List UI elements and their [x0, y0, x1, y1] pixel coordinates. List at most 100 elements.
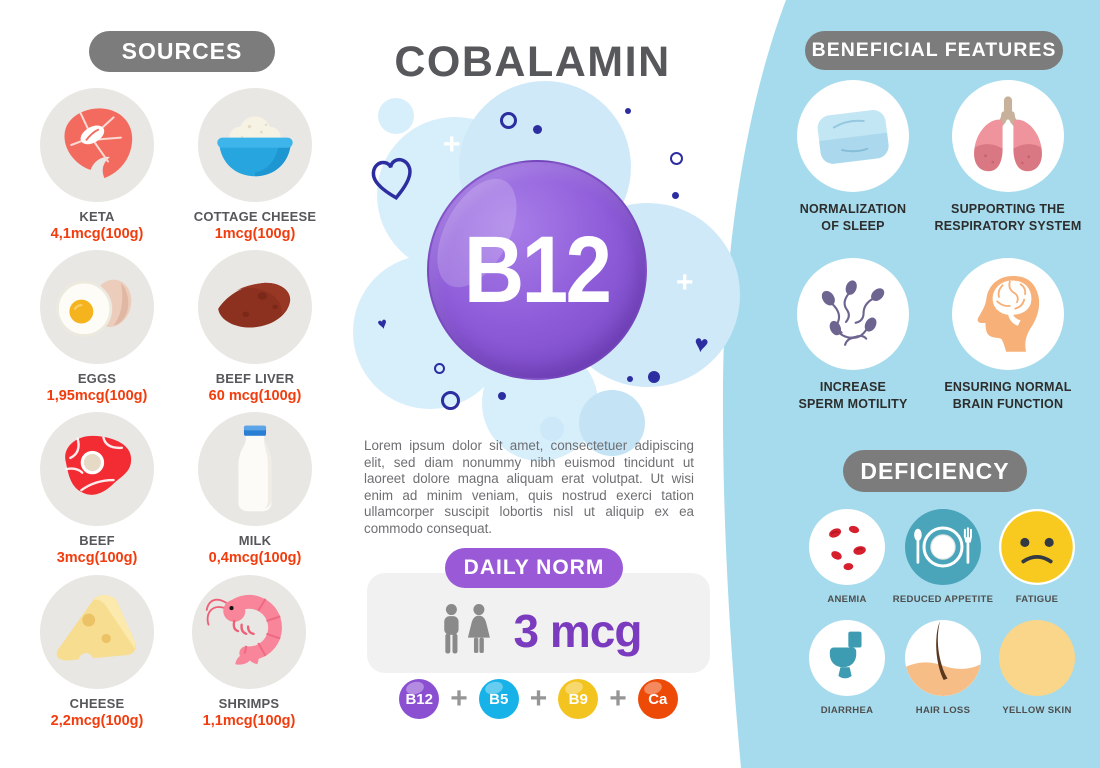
plus-separator: +: [450, 682, 468, 715]
deficiency-header: DEFICIENCY: [843, 450, 1027, 492]
food-value: 60 mcg(100g): [208, 388, 302, 404]
feature-circle: [797, 258, 909, 370]
feature-label: ENSURING NORMAL BRAIN FUNCTION: [944, 380, 1072, 411]
feature-brain-function: ENSURING NORMAL BRAIN FUNCTION: [928, 258, 1088, 412]
deficiency-label: YELLOW SKIN: [1002, 705, 1072, 716]
food-value: 1,95mcg(100g): [46, 388, 148, 404]
vitamin-bubble-scene: + + ♥ ♥ B12: [350, 81, 740, 461]
yellow-skin-circle-icon: [999, 620, 1075, 696]
daily-norm-header: DAILY NORM: [445, 548, 623, 588]
food-circle: [40, 575, 154, 689]
badge-ca: Ca: [637, 679, 678, 719]
feature-circle: [952, 258, 1064, 370]
food-name: COTTAGE CHEESE: [193, 209, 317, 224]
food-name: KETA: [79, 209, 115, 224]
sources-header: SOURCES: [89, 31, 275, 72]
salmon-steak-icon: [64, 108, 133, 179]
decor-dot: [625, 108, 631, 114]
decor-bubble: [540, 417, 564, 441]
deficiency-circle: [905, 620, 981, 696]
page-title: COBALAMIN: [394, 38, 671, 86]
food-circle: [40, 250, 154, 364]
heart-outline-icon: [371, 157, 412, 200]
badge-b5: B5: [478, 679, 519, 719]
food-circle: [192, 575, 306, 689]
feature-label: INCREASE SPERM MOTILITY: [798, 380, 908, 411]
vitamin-combination-row: B12 + B5 + B9 + Ca: [367, 679, 710, 719]
toilet-icon: [829, 631, 862, 679]
source-item-beef-liver: BEEF LIVER 60 mcg(100g): [175, 250, 335, 404]
plus-separator: +: [609, 682, 627, 715]
deficiency-item-fatigue: FATIGUE: [982, 509, 1092, 605]
feature-sleep: NORMALIZATION OF SLEEP: [773, 80, 933, 234]
beef-liver-icon: [218, 282, 291, 328]
food-value: 1mcg(100g): [214, 226, 296, 242]
blood-cells-icon: [829, 525, 866, 571]
food-circle: [40, 412, 154, 526]
plate-cutlery-icon: [914, 526, 972, 568]
food-value: 3mcg(100g): [56, 550, 138, 566]
plus-separator: +: [529, 682, 548, 715]
man-woman-icon: [443, 604, 490, 654]
decor-plus: +: [443, 128, 461, 161]
source-item-eggs: EGGS 1,95mcg(100g): [17, 250, 177, 404]
deficiency-circle: [809, 509, 885, 585]
pillow-icon: [817, 110, 889, 164]
food-name: BEEF: [79, 533, 115, 548]
deficiency-label: HAIR LOSS: [915, 705, 971, 716]
feature-circle: [952, 80, 1064, 192]
food-circle: [40, 88, 154, 202]
deficiency-label: FATIGUE: [1015, 594, 1059, 605]
sad-face-icon: [1001, 511, 1073, 583]
description-paragraph: Lorem ipsum dolor sit amet, consectetuer…: [364, 438, 694, 536]
decor-ring: [500, 112, 517, 129]
deficiency-item-diarrhea: DIARRHEA: [792, 620, 902, 716]
cottage-cheese-bowl-icon: [217, 116, 293, 177]
deficiency-label: ANEMIA: [827, 594, 867, 605]
feature-label: NORMALIZATION OF SLEEP: [799, 202, 907, 233]
decor-plus: +: [676, 266, 694, 299]
food-circle: [198, 88, 312, 202]
deficiency-label: DIARRHEA: [820, 705, 874, 716]
decor-dot: [533, 125, 542, 134]
eggs-icon: [56, 279, 132, 337]
deficiency-header-label: DEFICIENCY: [860, 457, 1010, 484]
feature-circle: [797, 80, 909, 192]
decor-ring: [434, 363, 445, 374]
source-item-milk: MILK 0,4mcg(100g): [175, 412, 335, 566]
badge-b9: B9: [558, 679, 599, 719]
food-name: EGGS: [77, 371, 117, 386]
feature-respiratory: SUPPORTING THE RESPIRATORY SYSTEM: [928, 80, 1088, 234]
feature-sperm-motility: INCREASE SPERM MOTILITY: [773, 258, 933, 412]
milk-bottle-icon: [238, 425, 272, 512]
food-name: SHRIMPS: [218, 696, 280, 711]
deficiency-circle: [809, 620, 885, 696]
cheese-wedge-icon: [56, 594, 136, 668]
deficiency-item-anemia: ANEMIA: [792, 509, 902, 605]
decor-ring: [441, 391, 460, 410]
source-item-cheese: CHEESE 2,2mcg(100g): [17, 575, 177, 729]
daily-norm-value: 3 mcg: [513, 605, 643, 657]
sources-header-label: SOURCES: [121, 38, 243, 64]
vitamin-b12-circle: B12: [427, 160, 647, 380]
food-name: MILK: [238, 533, 272, 548]
beef-steak-icon: [65, 435, 132, 495]
vitamin-b12-label: B12: [464, 216, 612, 323]
shrimp-icon: [205, 594, 282, 665]
daily-norm-header-label: DAILY NORM: [463, 556, 605, 579]
deficiency-circle: [905, 509, 981, 585]
food-circle: [198, 250, 312, 364]
decor-bubble: [378, 98, 414, 134]
source-item-shrimps: SHRIMPS 1,1mcg(100g): [169, 575, 329, 729]
decor-dot: [498, 392, 506, 400]
deficiency-label: REDUCED APPETITE: [892, 594, 994, 605]
deficiency-item-hair-loss: HAIR LOSS: [888, 620, 998, 716]
decor-dot: [627, 376, 633, 382]
feature-label: SUPPORTING THE RESPIRATORY SYSTEM: [934, 202, 1082, 233]
food-name: BEEF LIVER: [215, 371, 295, 386]
decor-dot: [672, 192, 679, 199]
daily-norm-card: 3 mcg: [367, 573, 710, 673]
sperm-icon: [821, 280, 885, 346]
decor-ring: [670, 152, 683, 165]
